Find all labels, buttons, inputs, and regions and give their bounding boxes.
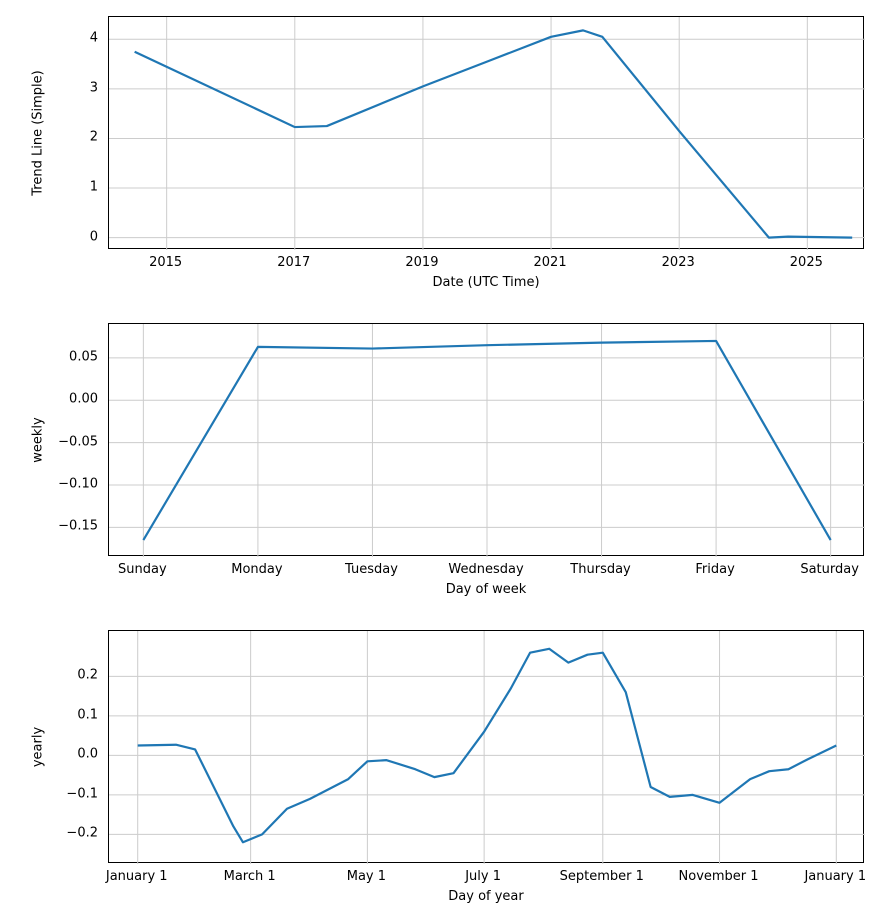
yearly-ytick-label: −0.2 xyxy=(58,826,98,841)
yearly-line xyxy=(138,649,837,843)
weekly-plot xyxy=(109,324,863,555)
trend-line xyxy=(135,30,853,237)
yearly-ytick-label: 0.1 xyxy=(58,707,98,722)
yearly-ytick-label: 0.2 xyxy=(58,668,98,683)
yearly-xtick-label: September 1 xyxy=(560,869,644,884)
yearly-xtick-label: November 1 xyxy=(679,869,759,884)
weekly-xtick-label: Thursday xyxy=(570,562,630,577)
yearly-xlabel: Day of year xyxy=(448,889,523,904)
weekly-xtick-label: Wednesday xyxy=(448,562,523,577)
yearly-ytick-label: 0.0 xyxy=(58,747,98,762)
yearly-xtick-label: January 1 xyxy=(106,869,168,884)
trend-xtick-label: 2023 xyxy=(662,255,695,270)
weekly-xtick-label: Saturday xyxy=(800,562,859,577)
weekly-ytick-label: −0.15 xyxy=(58,519,98,534)
trend-ytick-label: 3 xyxy=(58,80,98,95)
weekly-xtick-label: Monday xyxy=(231,562,282,577)
figure: 2015 2017 2019 2021 2023 2025 0 1 2 3 4 Date (UTC T… xyxy=(0,0,886,890)
yearly-xtick-label: January 1 xyxy=(804,869,866,884)
weekly-ylabel: weekly xyxy=(31,417,46,462)
trend-panel xyxy=(108,16,864,249)
yearly-xtick-label: May 1 xyxy=(347,869,386,884)
trend-ytick-label: 4 xyxy=(58,31,98,46)
weekly-ytick-label: 0.05 xyxy=(58,349,98,364)
trend-xtick-label: 2019 xyxy=(405,255,438,270)
weekly-xtick-label: Tuesday xyxy=(345,562,398,577)
trend-xtick-label: 2025 xyxy=(790,255,823,270)
yearly-xtick-label: March 1 xyxy=(224,869,276,884)
weekly-ytick-label: −0.05 xyxy=(58,434,98,449)
trend-xtick-label: 2015 xyxy=(149,255,182,270)
weekly-xtick-label: Sunday xyxy=(118,562,167,577)
trend-xtick-label: 2021 xyxy=(534,255,567,270)
weekly-panel xyxy=(108,323,864,556)
trend-ylabel: Trend Line (Simple) xyxy=(31,70,46,195)
weekly-xlabel: Day of week xyxy=(446,582,527,597)
weekly-ytick-label: −0.10 xyxy=(58,476,98,491)
yearly-plot xyxy=(109,631,863,862)
yearly-xtick-label: July 1 xyxy=(465,869,501,884)
trend-ytick-label: 0 xyxy=(58,229,98,244)
weekly-xtick-label: Friday xyxy=(695,562,734,577)
trend-xlabel: Date (UTC Time) xyxy=(432,275,539,290)
yearly-panel xyxy=(108,630,864,863)
yearly-ytick-label: −0.1 xyxy=(58,786,98,801)
trend-xtick-label: 2017 xyxy=(277,255,310,270)
trend-plot xyxy=(109,17,863,248)
trend-ytick-label: 1 xyxy=(58,180,98,195)
yearly-ylabel: yearly xyxy=(31,726,46,766)
trend-ytick-label: 2 xyxy=(58,130,98,145)
weekly-ytick-label: 0.00 xyxy=(58,392,98,407)
